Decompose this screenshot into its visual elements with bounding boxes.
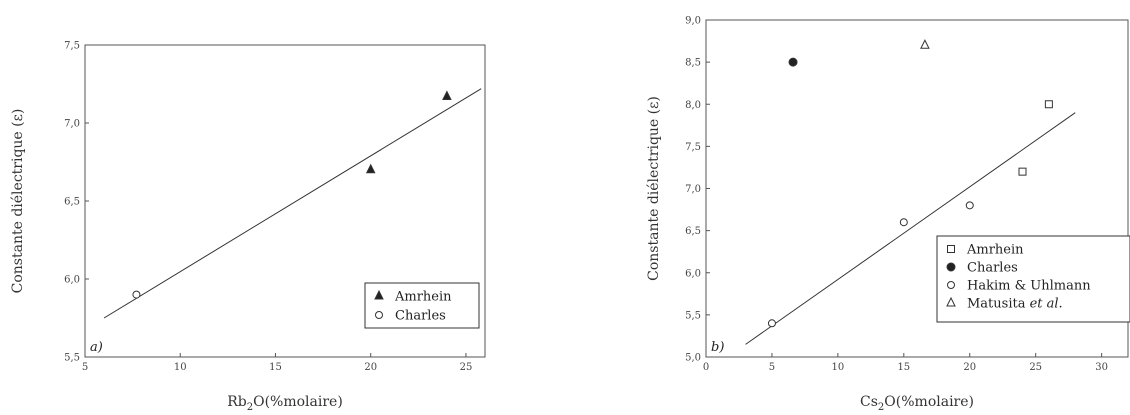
x-tick-label: 20: [364, 362, 377, 373]
x-tick-label: 25: [1029, 362, 1042, 373]
x-tick-label: 10: [832, 362, 845, 373]
panel-label: a): [90, 340, 103, 355]
legend-entry-label: Amrhein: [394, 290, 452, 305]
y-axis-title: Constante diélectrique (ε): [646, 96, 662, 281]
y-tick-label: 8,5: [685, 58, 701, 69]
fit-line: [103, 88, 482, 319]
data-point-open-circle: [132, 290, 141, 299]
legend-marker-open-square: [947, 245, 955, 253]
legend: Amrhein Charles: [364, 282, 480, 329]
data-point-filled-circle: [788, 57, 798, 67]
legend-entry-label: Amrhein: [966, 243, 1024, 258]
y-axis-title: Constante diélectrique (ε): [10, 109, 26, 294]
y-tick-label: 7,5: [64, 41, 80, 52]
data-point-open-square: [1044, 100, 1053, 109]
data-point-open-triangle: [920, 39, 930, 49]
legend-entry-label: Charles: [395, 309, 446, 324]
y-tick-label: 5,0: [685, 353, 701, 364]
legend-marker-filled-circle: [946, 262, 956, 272]
legend-entry-label: Hakim & Uhlmann: [967, 279, 1091, 294]
x-tick-label: 15: [897, 362, 910, 373]
data-point-open-circle: [899, 218, 908, 227]
y-tick-label: 8,0: [685, 100, 701, 111]
x-tick-label: 15: [269, 362, 282, 373]
data-point-filled-triangle: [365, 163, 376, 174]
chart-panel-a: 5 10 15 20 25 5,5 6,0 6,5 7,0 7,5 Rb2O(%molaire) Co…: [10, 41, 486, 413]
x-tick-label: 5: [769, 362, 775, 373]
legend: Amrhein Charles Hakim & Uhlmann Matusita et…: [936, 235, 1130, 323]
chart-panel-b: 0 5 10 15 20 25 30 5,0 5,5 6,0 6,5 7,0 7,5 8,0 8,5 9,0 C…: [646, 16, 1130, 413]
y-tick-label: 6,5: [64, 197, 80, 208]
x-tick-label: 20: [963, 362, 976, 373]
y-tick-label: 7,0: [64, 119, 80, 130]
legend-entry-label: Matusita et al.: [967, 297, 1063, 312]
y-tick-label: 5,5: [685, 310, 701, 321]
legend-marker-open-circle: [947, 281, 955, 289]
legend-entry-label: Charles: [967, 261, 1018, 276]
x-axis-title: Rb2O(%molaire): [227, 394, 343, 413]
x-tick-label: 30: [1095, 362, 1108, 373]
fit-line: [745, 112, 1076, 345]
x-tick-label: 10: [174, 362, 187, 373]
panel-label: b): [711, 340, 724, 355]
x-tick-label: 25: [460, 362, 473, 373]
y-tick-label: 7,0: [685, 184, 701, 195]
legend-marker-open-triangle: [946, 296, 956, 307]
y-tick-label: 7,5: [685, 142, 701, 153]
legend-box: [364, 282, 480, 329]
y-tick-label: 6,5: [685, 226, 701, 237]
legend-box: [936, 235, 1130, 323]
data-point-open-circle: [767, 319, 776, 328]
data-point-open-circle: [965, 201, 974, 210]
y-tick-label: 9,0: [685, 16, 701, 27]
y-tick-label: 5,5: [64, 353, 80, 364]
legend-marker-open-circle: [375, 311, 383, 319]
data-point-open-square: [1018, 167, 1027, 176]
x-axis-title: Cs2O(%molaire): [860, 394, 974, 413]
y-tick-label: 6,0: [685, 268, 701, 279]
x-tick-label: 5: [82, 362, 88, 373]
x-tick-label: 0: [703, 362, 709, 373]
data-point-filled-triangle: [442, 90, 452, 100]
legend-marker-filled-triangle: [374, 289, 384, 300]
y-tick-label: 6,0: [64, 275, 80, 286]
